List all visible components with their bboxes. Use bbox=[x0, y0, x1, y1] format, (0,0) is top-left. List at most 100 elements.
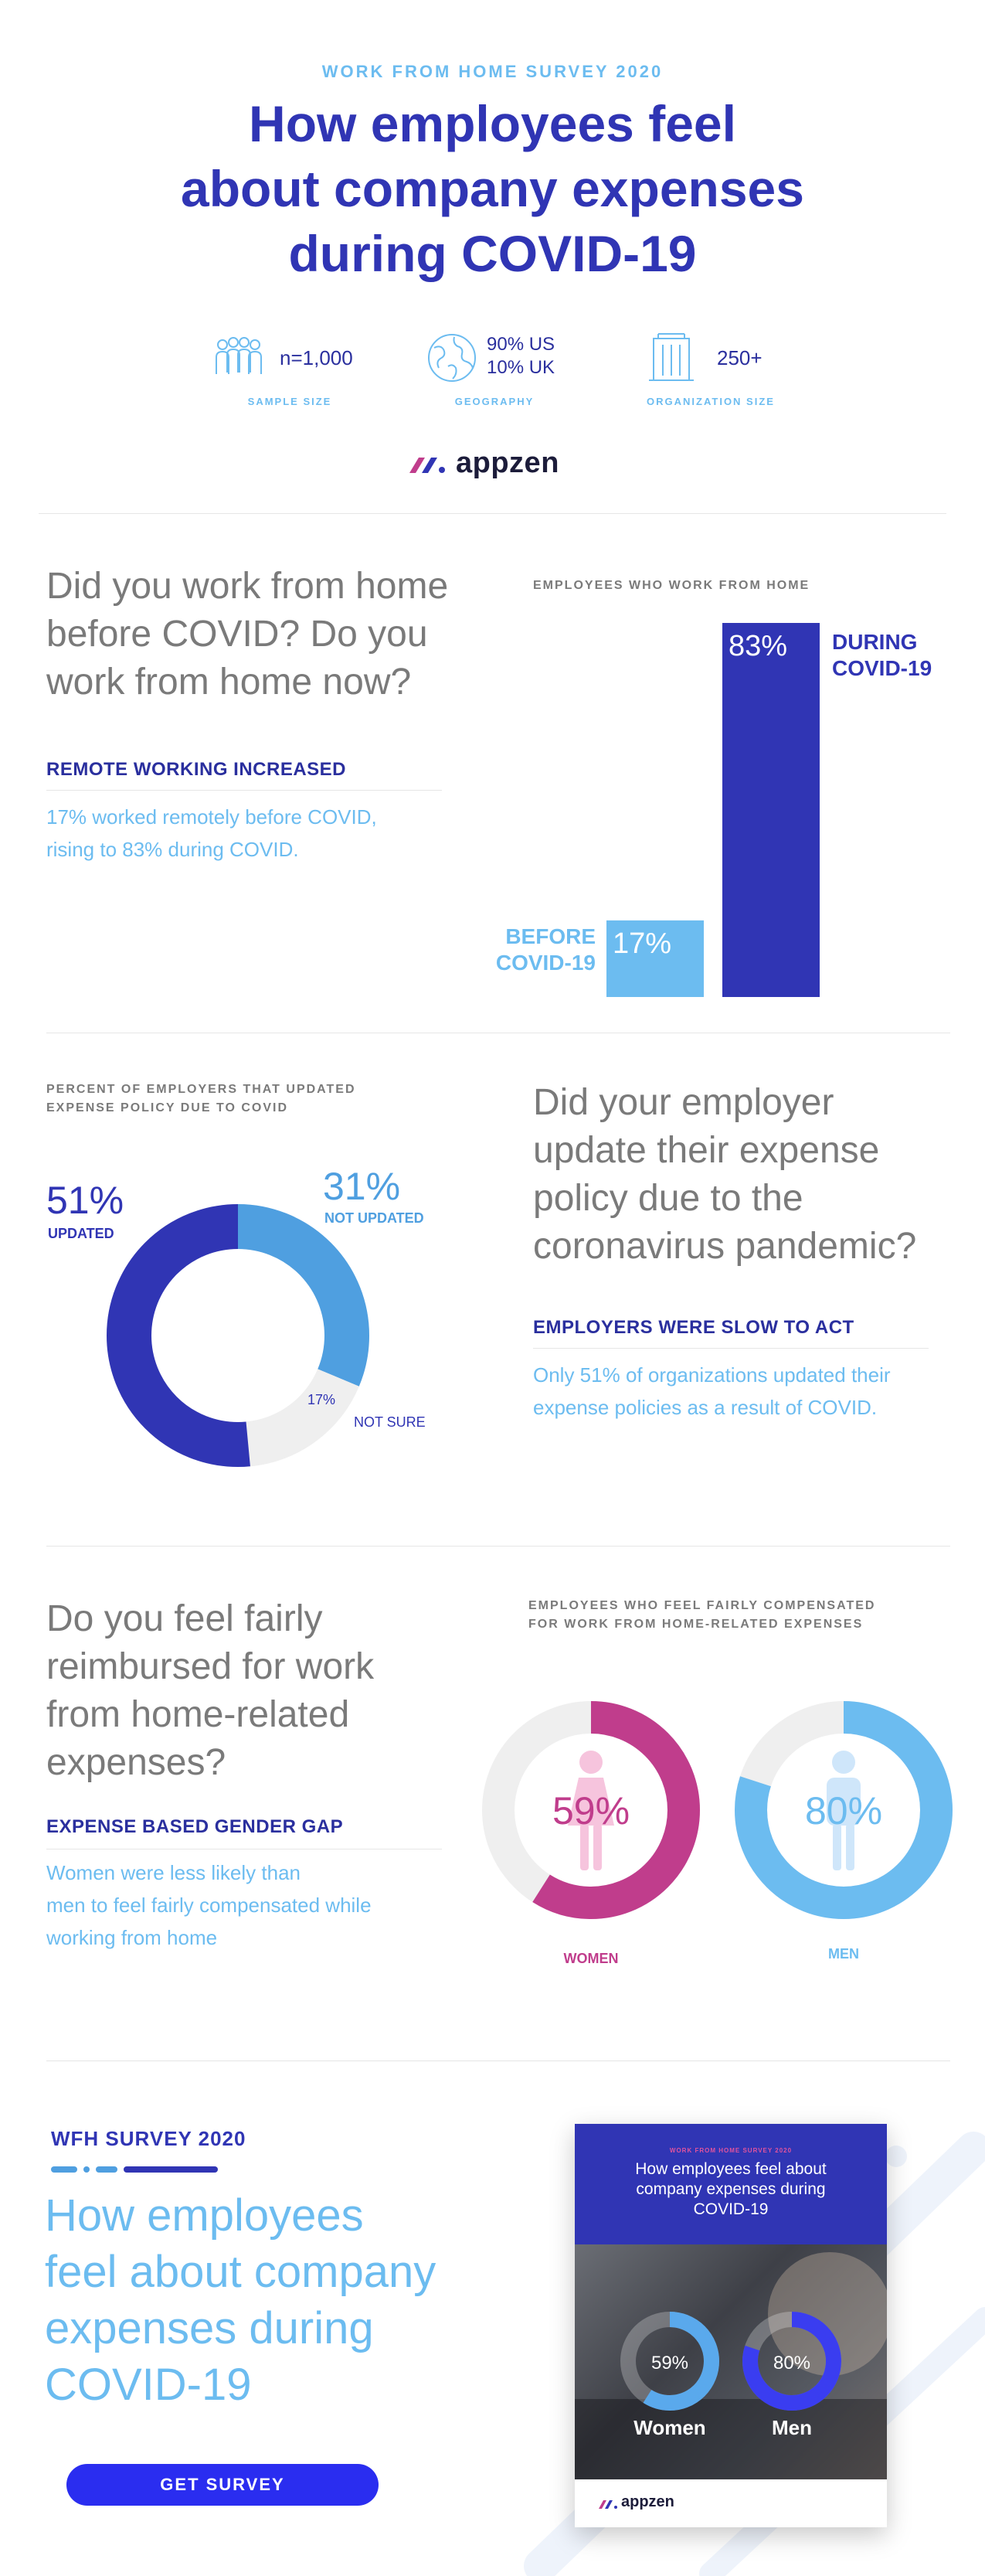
bar-category-label: BEFORE bbox=[505, 924, 596, 948]
sample-size-value: n=1,000 bbox=[280, 346, 353, 369]
bar-category-label: DURING bbox=[832, 630, 917, 654]
appzen-logo-icon bbox=[409, 458, 445, 473]
question-line: before COVID? Do you bbox=[46, 614, 428, 655]
organization-size-value: 250+ bbox=[717, 346, 763, 369]
bar-value-label: 17% bbox=[613, 927, 671, 960]
section1-subhead: REMOTE WORKING INCREASED bbox=[46, 759, 347, 780]
cover-women-value: 59% bbox=[650, 2353, 689, 2374]
slice-category-label: NOT UPDATED bbox=[324, 1210, 424, 1226]
donut-slice bbox=[107, 1204, 369, 1467]
description-line: working from home bbox=[46, 1926, 218, 1949]
geography-uk: 10% UK bbox=[487, 357, 555, 378]
bar-value-label: 83% bbox=[729, 630, 787, 662]
report-cover[interactable]: WORK FROM HOME SURVEY 2020 How employees… bbox=[575, 2124, 887, 2527]
donut-slice bbox=[735, 1701, 953, 1919]
section3-subhead: EXPENSE BASED GENDER GAP bbox=[46, 1816, 344, 1837]
globe-icon bbox=[428, 334, 476, 382]
question-line: policy due to the bbox=[533, 1178, 803, 1219]
cover-appzen-wordmark: appzen bbox=[621, 2493, 674, 2510]
promo-title-line: feel about company bbox=[45, 2247, 436, 2297]
donut-value-label: 80% bbox=[805, 1789, 882, 1832]
description-line: men to feel fairly compensated while bbox=[46, 1894, 372, 1917]
policy-chart-title: PERCENT OF EMPLOYERS THAT UPDATED EXPENS… bbox=[46, 1080, 356, 1118]
cover-donut-men bbox=[742, 2312, 841, 2411]
promo-title-line: How employees bbox=[45, 2190, 364, 2241]
donut-category-label: WOMEN bbox=[564, 1951, 619, 1966]
slice-value-label: 51% bbox=[46, 1179, 124, 1222]
section1-question: Did you work from home before COVID? Do … bbox=[46, 563, 448, 706]
cover-title-line: company expenses during bbox=[636, 2180, 826, 2198]
building-icon bbox=[649, 333, 694, 381]
cover-appzen-logo-icon bbox=[599, 2500, 617, 2509]
cover-title-line: COVID-19 bbox=[693, 2200, 769, 2218]
section2-description: Only 51% of organizations updated their … bbox=[533, 1359, 891, 1424]
divider bbox=[46, 1546, 950, 1547]
woman-figure-icon bbox=[593, 1824, 602, 1870]
donut-slice bbox=[482, 1701, 700, 1919]
chart-title-line: EXPENSE POLICY DUE TO COVID bbox=[46, 1101, 289, 1114]
question-line: expenses? bbox=[46, 1742, 226, 1783]
man-figure-icon bbox=[833, 1824, 841, 1870]
section2-question: Did your employer update their expense p… bbox=[533, 1079, 916, 1271]
survey-kicker: WORK FROM HOME SURVEY 2020 bbox=[321, 62, 664, 81]
woman-figure-icon bbox=[568, 1778, 614, 1826]
question-line: update their expense bbox=[533, 1130, 880, 1171]
question-line: Do you feel fairly bbox=[46, 1598, 323, 1639]
cover-photo: 59% 80% Women Men bbox=[575, 2244, 887, 2479]
geography-us: 90% US bbox=[487, 334, 555, 355]
description-line: 17% worked remotely before COVID, bbox=[46, 805, 377, 829]
slice-value-label: 31% bbox=[323, 1165, 400, 1208]
slice-category-label: UPDATED bbox=[48, 1226, 114, 1241]
cover-women-label: Women bbox=[633, 2416, 706, 2439]
promo-kicker: WFH SURVEY 2020 bbox=[51, 2127, 246, 2150]
man-figure-icon bbox=[827, 1778, 861, 1826]
cover-title-line: How employees feel about bbox=[635, 2160, 827, 2178]
section2-subhead: EMPLOYERS WERE SLOW TO ACT bbox=[533, 1317, 854, 1338]
man-figure-icon bbox=[832, 1751, 855, 1774]
woman-figure-icon bbox=[579, 1751, 603, 1774]
page-title-line: How employees feel bbox=[249, 95, 736, 152]
divider bbox=[46, 2060, 950, 2061]
slice-category-label: NOT SURE bbox=[354, 1414, 426, 1430]
description-line: Women were less likely than bbox=[46, 1861, 301, 1884]
wfh-chart-title: EMPLOYEES WHO WORK FROM HOME bbox=[533, 579, 810, 592]
man-figure-icon bbox=[846, 1824, 854, 1870]
slice-value-label: 17% bbox=[307, 1392, 335, 1407]
description-line: Only 51% of organizations updated their bbox=[533, 1363, 891, 1387]
question-line: Did you work from home bbox=[46, 566, 449, 607]
organization-size-caption: ORGANIZATION SIZE bbox=[647, 396, 775, 407]
people-group-icon bbox=[216, 337, 262, 374]
donut-category-label: MEN bbox=[828, 1946, 859, 1962]
page-title-line: about company expenses bbox=[181, 160, 804, 217]
subhead-divider bbox=[46, 790, 442, 791]
chart-title-line: PERCENT OF EMPLOYERS THAT UPDATED bbox=[46, 1083, 356, 1096]
section1-description: 17% worked remotely before COVID, rising… bbox=[46, 801, 377, 866]
cover-kicker: WORK FROM HOME SURVEY 2020 bbox=[669, 2147, 793, 2154]
cover-men-value: 80% bbox=[773, 2353, 811, 2374]
get-survey-button[interactable]: GET SURVEY bbox=[66, 2464, 379, 2506]
sample-size-caption: SAMPLE SIZE bbox=[247, 396, 332, 407]
donut-value-label: 59% bbox=[552, 1789, 630, 1832]
bar bbox=[722, 623, 820, 997]
question-line: coronavirus pandemic? bbox=[533, 1226, 917, 1267]
question-line: Did your employer bbox=[533, 1082, 834, 1123]
policy-donut-chart: 51% UPDATED 31% NOT UPDATED 17% NOT SURE bbox=[46, 1165, 426, 1467]
promo-title-line: COVID-19 bbox=[45, 2360, 252, 2410]
description-line: rising to 83% during COVID. bbox=[46, 838, 299, 861]
chart-title-line: FOR WORK FROM HOME-RELATED EXPENSES bbox=[528, 1618, 864, 1631]
promo-title: How employees feel about company expense… bbox=[45, 2187, 436, 2413]
chart-title-line: EMPLOYEES WHO FEEL FAIRLY COMPENSATED bbox=[528, 1599, 876, 1612]
promo-title-line: expenses during bbox=[45, 2303, 374, 2353]
cover-title: How employees feel about company expense… bbox=[575, 2159, 887, 2220]
question-line: work from home now? bbox=[46, 662, 412, 703]
cover-header: WORK FROM HOME SURVEY 2020 How employees… bbox=[575, 2124, 887, 2244]
section3-description: Women were less likely than men to feel … bbox=[46, 1856, 372, 1954]
divider bbox=[39, 513, 946, 514]
woman-figure-icon bbox=[580, 1824, 589, 1870]
cover-donut-women bbox=[620, 2312, 719, 2411]
compensation-donut-charts: 59% WOMEN 80% MEN bbox=[482, 1701, 953, 1966]
subhead-divider bbox=[533, 1348, 929, 1349]
page-title-line: during COVID-19 bbox=[288, 225, 697, 282]
bar bbox=[606, 920, 704, 997]
